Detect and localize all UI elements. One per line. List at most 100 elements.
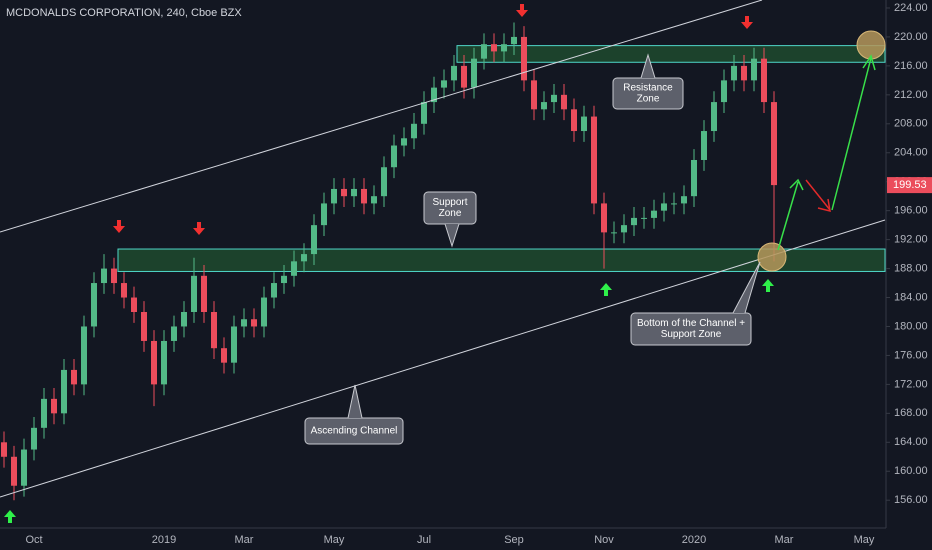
callout-box <box>630 312 752 346</box>
x-tick-label: Jul <box>417 534 431 546</box>
candle-body <box>571 109 577 132</box>
price-zone <box>117 248 886 272</box>
candle-body <box>261 297 267 327</box>
candle-body <box>101 268 107 284</box>
candle-body <box>531 80 537 110</box>
candle-body <box>301 254 307 262</box>
x-tick-label: Mar <box>775 534 794 546</box>
candle-body <box>311 225 317 255</box>
candle-body <box>191 275 197 313</box>
y-tick-label: 160.00 <box>894 465 928 477</box>
callout-text: Bottom of the Channel + <box>637 318 745 329</box>
candle-body <box>671 203 677 205</box>
candle-body <box>251 319 257 327</box>
candle-body <box>381 167 387 197</box>
candle-body <box>401 138 407 146</box>
candle-body <box>561 94 567 110</box>
candle-body <box>511 36 517 45</box>
candle-body <box>171 326 177 341</box>
y-tick-label: 196.00 <box>894 205 928 217</box>
candle-body <box>591 116 597 204</box>
candle-body <box>281 275 287 284</box>
candle-body <box>51 398 57 414</box>
candle-body <box>641 217 647 219</box>
candle-body <box>41 398 47 428</box>
candle-body <box>71 369 77 385</box>
callout-text: Support Zone <box>661 329 722 340</box>
x-tick-label: 2020 <box>682 534 706 546</box>
callout-text: Resistance <box>623 83 673 94</box>
candle-body <box>211 312 217 349</box>
candle-body <box>541 102 547 110</box>
candle-body <box>661 203 667 211</box>
projection-up <box>777 181 799 251</box>
candle-body <box>481 44 487 59</box>
buy-arrow <box>4 510 16 523</box>
callout-pointer <box>732 261 761 314</box>
candle-body <box>491 44 497 52</box>
x-tick-label: Nov <box>594 534 614 546</box>
sell-arrow <box>193 222 205 235</box>
candle-body <box>61 369 67 414</box>
sell-arrow <box>516 4 528 17</box>
candle-body <box>501 44 507 52</box>
candle-body <box>701 131 707 160</box>
candle-body <box>91 283 97 327</box>
candle-body <box>471 58 477 88</box>
price-zone <box>456 45 886 63</box>
candle-body <box>621 225 627 233</box>
last-price-label: 199.53 <box>893 179 927 191</box>
support-circle <box>757 242 787 272</box>
candle-body <box>181 312 187 327</box>
callout-text: Zone <box>439 208 462 219</box>
candle-body <box>551 94 557 103</box>
y-tick-label: 192.00 <box>894 234 928 246</box>
y-tick-label: 212.00 <box>894 89 928 101</box>
candle-body <box>121 283 127 298</box>
candle-body <box>111 268 117 284</box>
y-tick-label: 164.00 <box>894 436 928 448</box>
y-tick-label: 220.00 <box>894 31 928 43</box>
candle-body <box>11 456 17 486</box>
callout-text: Ascending Channel <box>311 426 398 437</box>
candle-body <box>21 449 27 486</box>
candle-body <box>221 348 227 363</box>
candle-body <box>761 58 767 103</box>
callout-pointer <box>347 384 363 419</box>
y-tick-label: 184.00 <box>894 291 928 303</box>
y-axis-area <box>886 0 932 550</box>
candle-body <box>741 65 747 81</box>
x-tick-label: Sep <box>504 534 524 546</box>
candle-body <box>431 87 437 103</box>
projection-arrowhead <box>862 54 876 71</box>
buy-arrow <box>762 279 774 292</box>
candle-body <box>411 123 417 139</box>
candle-body <box>371 196 377 204</box>
y-tick-label: 204.00 <box>894 147 928 159</box>
candle-body <box>451 65 457 81</box>
candle-body <box>291 261 297 276</box>
y-tick-label: 208.00 <box>894 118 928 130</box>
y-tick-label: 156.00 <box>894 494 928 506</box>
candle-body <box>631 217 637 226</box>
callout-text: Support <box>432 197 467 208</box>
candle-body <box>141 312 147 341</box>
candle-body <box>341 188 347 197</box>
candle-body <box>521 36 527 81</box>
projection-down <box>805 179 831 211</box>
candle-body <box>31 427 37 450</box>
projection-arrowhead <box>789 178 804 191</box>
candle-body <box>691 159 697 197</box>
y-tick-label: 176.00 <box>894 349 928 361</box>
y-tick-label: 172.00 <box>894 378 928 390</box>
candle-body <box>81 326 87 385</box>
candle-body <box>151 340 157 385</box>
sell-arrow <box>741 16 753 29</box>
candle-body <box>681 196 687 204</box>
y-tick-label: 224.00 <box>894 2 928 14</box>
x-tick-label: Oct <box>25 534 42 546</box>
sell-arrow <box>113 220 125 233</box>
